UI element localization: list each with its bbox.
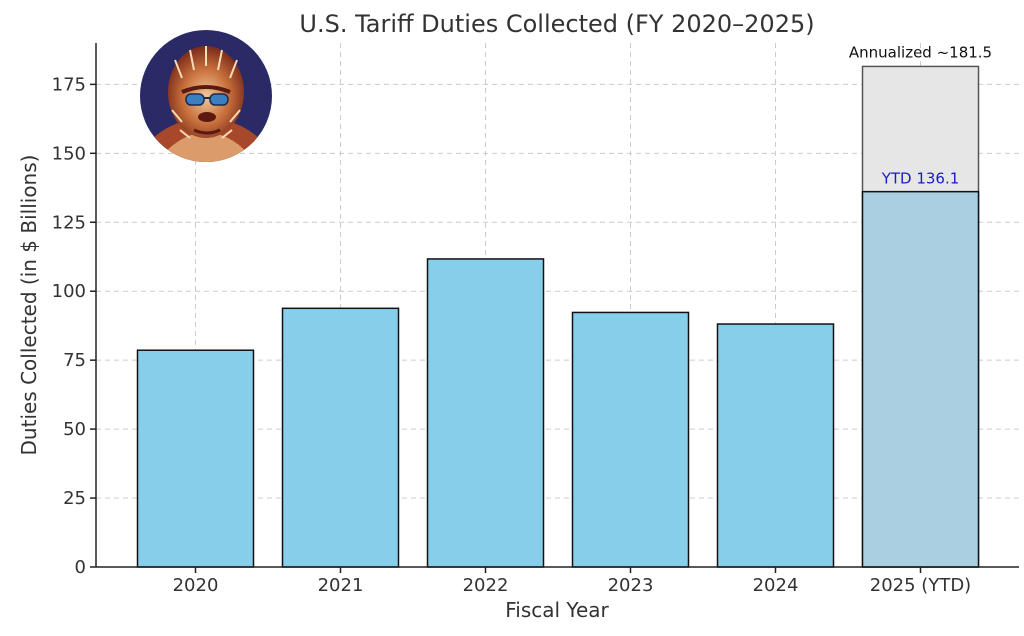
y-tick-label: 75: [63, 350, 86, 371]
annualized-annotation: Annualized ~181.5: [849, 43, 992, 61]
tick-labels: 0 25 50 75 100 125 150 175 2020 2021 2022 2023 2024 2…: [52, 74, 972, 596]
y-tick-label: 150: [52, 143, 86, 164]
y-axis-label: Duties Collected (in $ Billions): [17, 155, 41, 456]
x-tick-label: 2024: [753, 575, 799, 596]
bar: [426, 258, 545, 568]
x-tick-label: 2020: [173, 575, 219, 596]
y-tick-label: 25: [63, 488, 86, 509]
y-tick-label: 50: [63, 419, 86, 440]
x-axis-label: Fiscal Year: [505, 598, 609, 622]
ytd-annotation: YTD 136.1: [881, 170, 960, 188]
y-tick-label: 125: [52, 212, 86, 233]
y-tick-label: 100: [52, 281, 86, 302]
x-tick-label: 2023: [608, 575, 654, 596]
x-tick-label: 2021: [318, 575, 364, 596]
y-tick-label: 0: [75, 557, 86, 578]
bar: [281, 307, 400, 568]
bar: [571, 311, 690, 568]
x-tick-label: 2025 (YTD): [870, 575, 971, 596]
bars: [136, 65, 980, 568]
bar: [716, 323, 835, 568]
ytd-bar: [861, 190, 980, 568]
y-tick-label: 175: [52, 74, 86, 95]
bar: [136, 349, 255, 568]
x-tick-label: 2022: [463, 575, 509, 596]
chart-title: U.S. Tariff Duties Collected (FY 2020–20…: [299, 10, 814, 38]
